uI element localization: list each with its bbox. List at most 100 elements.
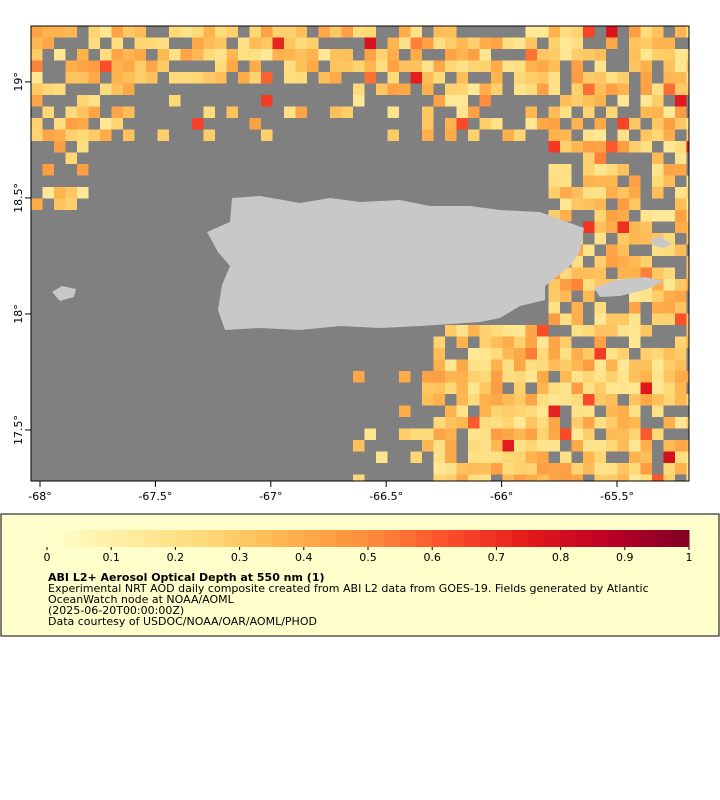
raster-cell — [537, 405, 549, 417]
raster-cell — [629, 198, 641, 210]
raster-cell — [525, 72, 537, 84]
raster-cell — [422, 129, 434, 141]
raster-cell — [433, 359, 445, 371]
colorbar-step — [400, 530, 417, 547]
raster-cell — [180, 26, 192, 38]
raster-cell — [629, 37, 641, 49]
raster-cell — [364, 49, 376, 61]
raster-cell — [629, 26, 641, 38]
raster-cell — [583, 440, 595, 452]
raster-cell — [663, 348, 675, 360]
raster-cell — [652, 210, 664, 222]
raster-cell — [284, 37, 296, 49]
raster-cell — [88, 26, 100, 38]
raster-cell — [54, 83, 66, 95]
raster-cell — [468, 83, 480, 95]
colorbar-step — [560, 530, 578, 547]
raster-cell — [445, 325, 457, 337]
raster-cell — [226, 106, 238, 118]
raster-cell — [341, 60, 353, 72]
raster-cell — [629, 118, 641, 130]
raster-cell — [77, 60, 89, 72]
raster-cell — [640, 37, 652, 49]
raster-cell — [686, 313, 689, 325]
y-tick-label: 17.5° — [12, 415, 25, 445]
raster-cell — [652, 95, 664, 107]
raster-cell — [652, 164, 664, 176]
raster-cell — [31, 198, 43, 210]
raster-cell — [675, 451, 687, 463]
raster-cell — [77, 72, 89, 84]
raster-cell — [399, 371, 411, 383]
raster-cell — [491, 37, 503, 49]
raster-cell — [583, 129, 595, 141]
raster-cell — [560, 95, 572, 107]
raster-cell — [433, 371, 445, 383]
raster-cell — [468, 37, 480, 49]
raster-cell — [215, 60, 227, 72]
raster-cell — [491, 325, 503, 337]
x-tick-label: -65.5° — [600, 490, 634, 503]
x-tick-label: -66.5° — [369, 490, 403, 503]
raster-cell — [364, 428, 376, 440]
raster-cell — [100, 129, 112, 141]
raster-cell — [31, 60, 43, 72]
raster-cell — [238, 37, 250, 49]
colorbar-step — [271, 530, 289, 547]
raster-cell — [445, 474, 457, 481]
raster-cell — [594, 440, 606, 452]
colorbar-step — [592, 530, 610, 547]
raster-cell — [410, 451, 422, 463]
raster-cell — [606, 313, 618, 325]
raster-cell — [456, 417, 468, 429]
raster-cell — [571, 325, 583, 337]
raster-cell — [548, 279, 560, 291]
raster-cell — [261, 129, 273, 141]
raster-cell — [54, 49, 66, 61]
raster-cell — [675, 417, 687, 429]
raster-cell — [571, 141, 583, 153]
raster-cell — [525, 428, 537, 440]
raster-cell — [571, 72, 583, 84]
raster-cell — [617, 244, 629, 256]
raster-cell — [560, 313, 572, 325]
raster-cell — [629, 141, 641, 153]
raster-cell — [479, 95, 491, 107]
raster-cell — [65, 118, 77, 130]
raster-cell — [606, 164, 618, 176]
raster-cell — [468, 60, 480, 72]
raster-cell — [594, 141, 606, 153]
raster-cell — [307, 49, 319, 61]
raster-cell — [606, 106, 618, 118]
raster-cell — [571, 359, 583, 371]
raster-cell — [445, 428, 457, 440]
raster-cell — [88, 106, 100, 118]
raster-cell — [583, 417, 595, 429]
raster-cell — [65, 187, 77, 199]
raster-cell — [123, 26, 135, 38]
raster-cell — [594, 233, 606, 245]
raster-cell — [100, 118, 112, 130]
colorbar-step — [432, 530, 449, 547]
raster-cell — [617, 233, 629, 245]
raster-cell — [663, 474, 675, 481]
raster-cell — [548, 302, 560, 314]
raster-cell — [456, 359, 468, 371]
raster-cell — [272, 49, 284, 61]
raster-cell — [686, 198, 689, 210]
raster-cell — [652, 106, 664, 118]
raster-cell — [514, 428, 526, 440]
raster-cell — [560, 106, 572, 118]
raster-cell — [652, 175, 664, 187]
y-tick-label: 18° — [12, 304, 25, 324]
raster-cell — [663, 60, 675, 72]
raster-cell — [249, 60, 261, 72]
raster-cell — [433, 440, 445, 452]
raster-cell — [31, 26, 43, 38]
raster-cell — [686, 474, 689, 481]
raster-cell — [548, 118, 560, 130]
raster-cell — [663, 313, 675, 325]
raster-cell — [629, 451, 641, 463]
colorbar-step — [319, 530, 337, 547]
y-tick-label: 18.5° — [12, 183, 25, 213]
